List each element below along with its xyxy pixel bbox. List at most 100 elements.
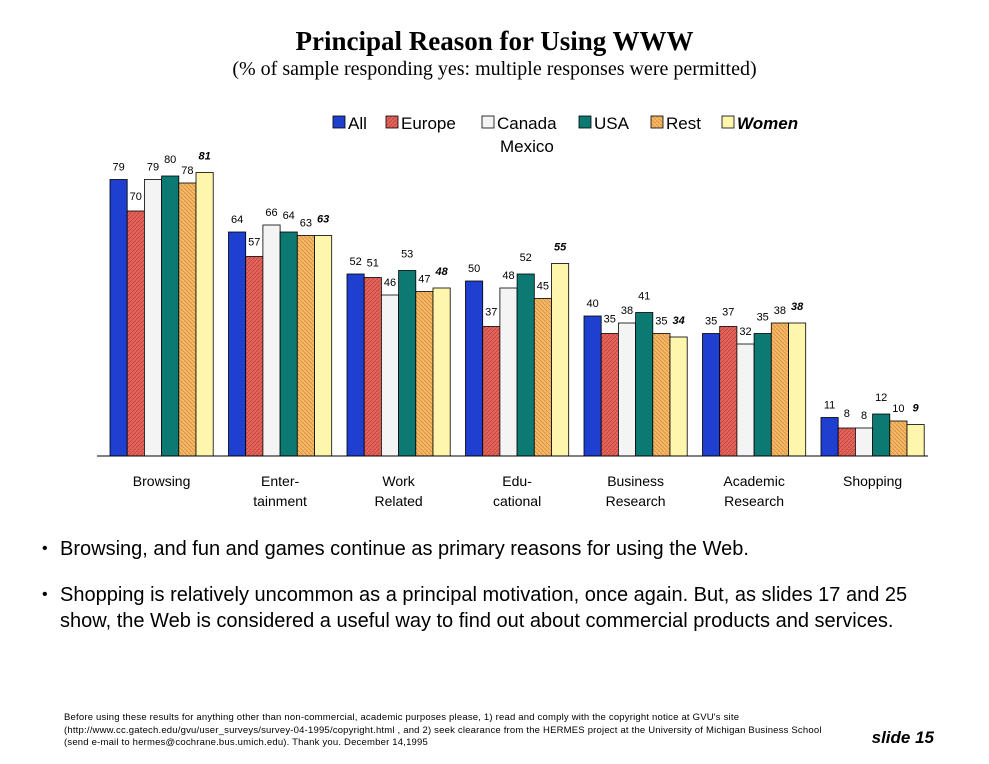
- data-label: 53: [401, 249, 413, 261]
- bar: [820, 417, 839, 457]
- bar: [143, 179, 162, 457]
- bar: [533, 298, 552, 457]
- chart-subtitle: (% of sample responding yes: multiple re…: [232, 58, 757, 80]
- bar: [109, 179, 128, 457]
- data-label: 47: [418, 274, 430, 286]
- data-label: 8: [844, 408, 850, 420]
- bar: [906, 424, 925, 457]
- legend-swatch: [650, 115, 664, 129]
- x-tick-label: Browsing: [133, 473, 191, 489]
- data-label: 32: [739, 326, 751, 338]
- data-label: 80: [164, 154, 176, 166]
- x-tick-label: Work: [382, 473, 415, 489]
- legend-label: Canada: [497, 114, 557, 133]
- data-label: 10: [892, 403, 904, 415]
- legend-label: Women: [737, 114, 798, 133]
- legend-swatch: [721, 115, 735, 129]
- bar: [788, 322, 807, 457]
- bar: [855, 427, 874, 457]
- legend-label: Europe: [401, 114, 456, 133]
- bar: [296, 235, 315, 457]
- data-label: 81: [198, 151, 210, 163]
- data-label: 41: [638, 291, 650, 303]
- bar: [736, 343, 755, 457]
- x-tick-label: Business: [607, 473, 664, 489]
- bar: [195, 172, 214, 457]
- data-label: 78: [181, 165, 193, 177]
- bar: [669, 336, 688, 457]
- data-label: 52: [349, 256, 361, 268]
- bar: [516, 273, 535, 457]
- bar: [228, 231, 247, 457]
- data-label: 48: [434, 266, 448, 278]
- bar: [363, 277, 382, 457]
- bar: [314, 235, 333, 457]
- x-tick-label: cational: [493, 493, 541, 509]
- data-label: 64: [283, 210, 295, 222]
- data-label: 38: [791, 301, 804, 313]
- legend-swatch: [481, 115, 495, 129]
- x-tick-label: Research: [724, 493, 784, 509]
- bar: [482, 326, 501, 457]
- data-label: 48: [502, 270, 514, 282]
- bar: [551, 263, 570, 457]
- data-label: 70: [130, 191, 142, 203]
- bar: [702, 333, 721, 457]
- x-tick-label: Research: [606, 493, 666, 509]
- data-label: 51: [367, 258, 379, 270]
- data-label: 57: [248, 237, 260, 249]
- bar: [161, 175, 180, 457]
- bullet-text: Browsing, and fun and games continue as …: [60, 538, 749, 560]
- bar: [415, 291, 434, 457]
- bar: [837, 427, 856, 457]
- chart-legend: All Europe Canada Mexico USA Rest Women: [332, 114, 798, 156]
- bar: [245, 256, 264, 457]
- bar: [178, 182, 197, 457]
- bar: [872, 413, 891, 457]
- bar: [889, 420, 908, 457]
- data-label: 35: [655, 316, 667, 328]
- bar: [635, 312, 654, 457]
- bar: [652, 333, 671, 457]
- data-label: 79: [112, 162, 124, 174]
- data-label: 63: [317, 214, 329, 226]
- x-tick-label: Related: [374, 493, 422, 509]
- bars: 79 70 79 80 78 81 64 57 66 64 63 63 52 51 46 53 47 48 50 37…: [109, 151, 925, 457]
- data-label: 50: [468, 263, 480, 275]
- bar: [432, 287, 451, 457]
- bar: [770, 322, 789, 457]
- bar: [126, 210, 145, 457]
- data-label: 9: [913, 403, 920, 415]
- data-label: 35: [604, 314, 616, 326]
- data-label: 37: [722, 307, 734, 319]
- legend-label: Mexico: [500, 137, 554, 156]
- bar: [719, 326, 738, 457]
- bar: [499, 287, 518, 457]
- data-label: 40: [586, 298, 598, 310]
- x-axis-labels: Browsing Enter-tainment Work Related Edu-cat…: [133, 473, 902, 509]
- copyright-footnote: Before using these results for anything …: [64, 712, 822, 748]
- slide-number: slide 15: [871, 728, 934, 747]
- data-label: 55: [554, 242, 567, 254]
- data-label: 12: [875, 392, 887, 404]
- data-label: 66: [265, 207, 277, 219]
- bullet-item: • Browsing, and fun and games continue a…: [40, 536, 960, 562]
- bar: [346, 273, 365, 457]
- legend-label: All: [348, 114, 367, 133]
- bullet-dot: •: [42, 586, 48, 603]
- data-label: 38: [621, 305, 633, 317]
- x-tick-label: tainment: [253, 493, 307, 509]
- x-tick-label: Shopping: [843, 473, 902, 489]
- data-label: 63: [300, 218, 312, 230]
- bullet-text: Shopping is relatively uncommon as a pri…: [60, 584, 908, 632]
- legend-label: USA: [594, 114, 630, 133]
- data-label: 64: [231, 214, 243, 226]
- data-label: 52: [520, 252, 532, 264]
- data-label: 35: [757, 312, 769, 324]
- legend-swatch: [385, 115, 399, 129]
- x-tick-label: Edu-: [502, 473, 532, 489]
- data-label: 37: [485, 307, 497, 319]
- bar: [380, 294, 399, 457]
- data-label: 35: [705, 316, 717, 328]
